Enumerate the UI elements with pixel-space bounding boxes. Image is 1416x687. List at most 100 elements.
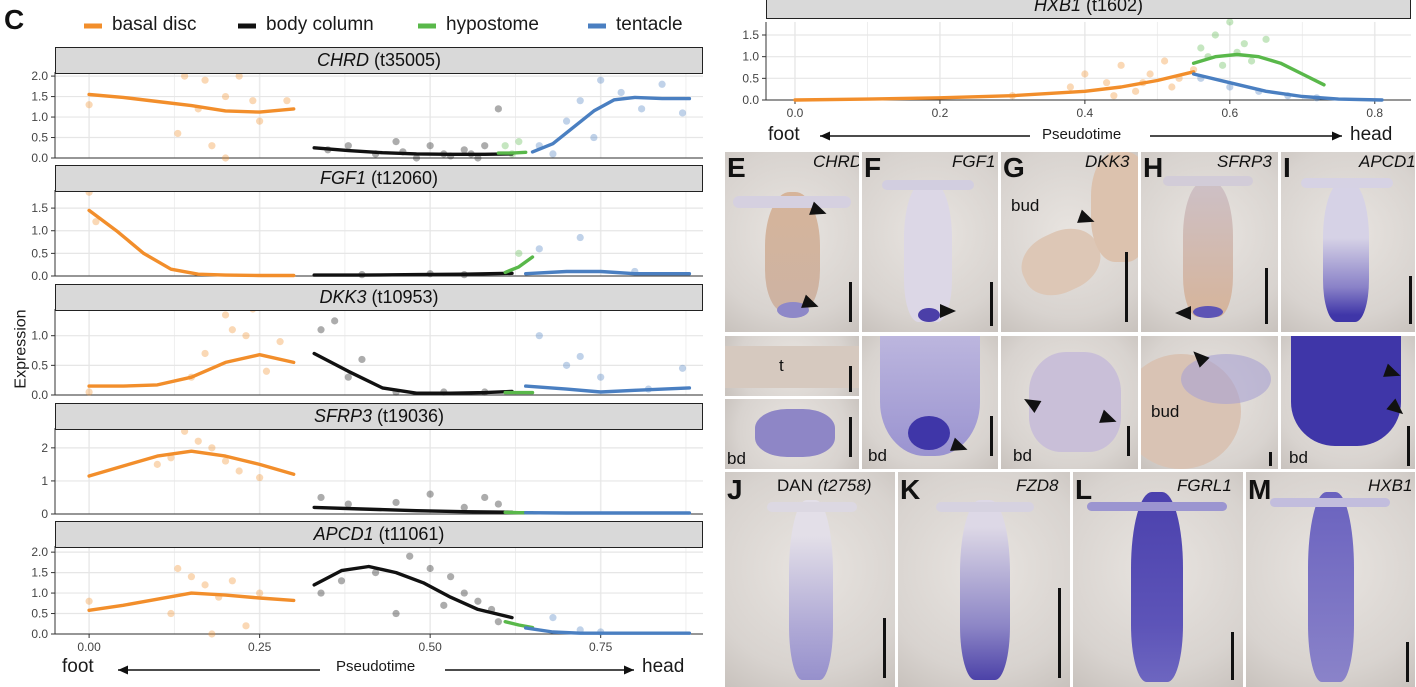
data-point — [344, 373, 352, 381]
hydra-body — [1308, 492, 1354, 682]
hydra-tentacles — [1087, 502, 1227, 511]
y-tick-label: 1.0 — [742, 50, 759, 64]
bud-basal-region — [1029, 352, 1121, 452]
data-point — [1197, 44, 1205, 52]
data-point — [194, 437, 202, 445]
data-point — [208, 630, 216, 638]
panel-g-gene: DKK3 — [1085, 152, 1130, 171]
basal-disc-region — [755, 409, 835, 457]
t-label: t — [779, 356, 784, 375]
data-point — [317, 493, 325, 502]
panel-l-gene: FGRL1 — [1177, 476, 1232, 495]
y-tick-label: 0.5 — [31, 246, 48, 260]
data-point — [562, 361, 571, 369]
foot-arrow-left-head — [118, 665, 128, 675]
panel-h-label: H — [1143, 152, 1164, 183]
data-point — [221, 457, 230, 465]
scale-bar — [1406, 642, 1409, 682]
panel-c-label: C — [4, 4, 25, 35]
hydra-body — [1131, 492, 1183, 682]
hydra-body — [789, 500, 833, 680]
image-panel-h-bottom: bud — [1141, 336, 1278, 469]
data-point — [208, 444, 216, 452]
hydra-tentacles — [767, 502, 857, 512]
data-point — [1262, 35, 1270, 43]
panel-e-label: E — [727, 152, 746, 183]
data-point — [515, 249, 523, 257]
data-point — [262, 367, 271, 375]
series-line — [1191, 72, 1384, 102]
panel-h-gene: SFRP3 — [1217, 152, 1272, 171]
series-line — [312, 351, 514, 395]
panel-e-gene: CHRD — [813, 152, 859, 171]
data-point — [447, 573, 455, 581]
data-point — [494, 105, 502, 113]
image-panel-e-tentacle: t — [725, 336, 859, 396]
data-point — [1117, 61, 1125, 69]
data-point — [85, 101, 93, 109]
data-point — [658, 80, 666, 88]
hydra-tentacles — [882, 180, 974, 190]
data-point — [371, 569, 380, 577]
basal-region-stain — [1291, 336, 1401, 446]
data-point — [535, 332, 543, 340]
y-tick-label: 1.5 — [31, 566, 48, 580]
facet-gene: CHRD — [316, 50, 369, 70]
data-point — [392, 498, 400, 507]
data-point — [85, 388, 93, 396]
facet-strip: APCD1 (t11061) — [55, 521, 703, 548]
plot-background — [55, 309, 703, 395]
data-point — [256, 474, 264, 482]
bd-label: bd — [868, 446, 887, 465]
data-point — [426, 142, 434, 150]
bud-label: bud — [1011, 196, 1040, 215]
y-tick-label: 2 — [41, 441, 48, 455]
image-panel-l: L FGRL1 — [1073, 472, 1243, 687]
plot-background — [55, 72, 703, 158]
y-tick-label: 2.0 — [31, 69, 48, 83]
image-panel-e-basal: bd — [725, 399, 859, 469]
facet-id: (t12060) — [365, 168, 439, 188]
data-point — [576, 352, 584, 361]
x-axis-label-right: Pseudotime — [1042, 126, 1122, 143]
data-point — [221, 311, 230, 319]
data-point — [153, 460, 161, 468]
data-point — [481, 493, 489, 502]
data-point — [460, 589, 468, 597]
data-point — [549, 150, 557, 158]
scale-bar — [849, 417, 852, 457]
foot-arrow-right-head — [820, 131, 830, 141]
arrowhead-marker — [940, 304, 956, 318]
hydra-body — [1091, 152, 1138, 262]
series-line — [312, 271, 514, 277]
data-point — [1218, 61, 1227, 69]
y-tick-label: 0.5 — [31, 358, 48, 372]
data-point — [426, 490, 434, 498]
hydra-body — [904, 182, 952, 322]
series-line — [312, 505, 514, 514]
panel-f-label: F — [864, 152, 882, 183]
data-point — [208, 142, 216, 150]
data-point — [317, 326, 325, 334]
data-point — [174, 564, 182, 573]
image-panel-h: H SFRP3 — [1141, 152, 1278, 332]
data-point — [597, 373, 605, 381]
data-point — [535, 245, 543, 253]
panel-k-gene: FZD8 — [1016, 476, 1059, 495]
data-point — [187, 573, 196, 581]
y-tick-label: 0.0 — [31, 627, 48, 641]
data-point — [242, 622, 250, 630]
y-tick-label: 1.5 — [31, 90, 48, 104]
bd-label: bd — [1013, 446, 1032, 465]
series-line — [496, 150, 528, 155]
image-panel-i: I APCD1 — [1281, 152, 1415, 332]
hydra-body — [1183, 182, 1233, 317]
image-panel-m: M HXB1 — [1246, 472, 1415, 687]
image-panel-e: E CHRD — [725, 152, 859, 332]
data-point — [501, 142, 509, 150]
hydra-body — [960, 500, 1010, 680]
tentacle-region — [725, 346, 859, 388]
y-tick-label: 0.5 — [31, 131, 48, 145]
panel-j-gene: DAN (t2758) — [777, 476, 872, 495]
data-point — [576, 233, 584, 242]
